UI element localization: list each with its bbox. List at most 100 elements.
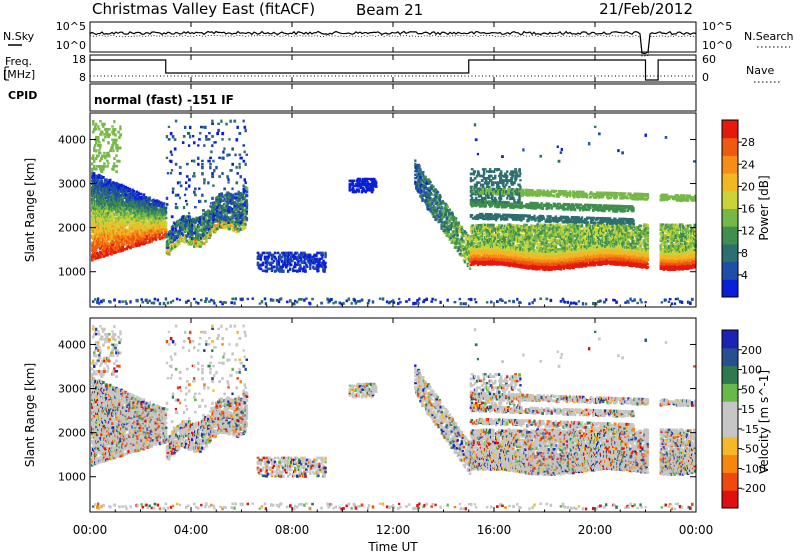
power-cell (367, 177, 371, 181)
power-cell (296, 300, 299, 304)
power-cell (334, 300, 337, 304)
power-cell (215, 217, 218, 221)
power-cell (176, 221, 180, 225)
power-cell (460, 225, 464, 229)
power-cell (122, 184, 125, 188)
power-cell (245, 153, 249, 156)
power-cell (185, 234, 189, 238)
power-cell (139, 226, 143, 230)
power-cell (123, 217, 126, 221)
power-cell (238, 153, 242, 156)
beam-label: Beam 21 (356, 1, 423, 19)
power-cell (149, 202, 153, 206)
power-cell (241, 213, 244, 218)
power-cell (102, 125, 105, 128)
power-cell (215, 196, 218, 201)
power-cell (164, 209, 168, 213)
power-cell (136, 240, 140, 244)
power-cell (147, 200, 150, 203)
power-cell (429, 181, 432, 184)
power-cell (309, 253, 312, 257)
power-cell (186, 299, 190, 302)
power-cell (112, 182, 115, 186)
power-cell (469, 176, 472, 181)
power-cell (482, 170, 486, 174)
power-cell (166, 172, 170, 175)
power-cell (97, 297, 100, 301)
power-cell (111, 138, 114, 141)
power-cell (506, 181, 509, 185)
power-cell (477, 181, 481, 184)
power-cell (223, 147, 226, 151)
power-cell (105, 218, 108, 222)
power-cell (193, 190, 196, 194)
power-cell (103, 215, 106, 219)
power-cell (236, 125, 239, 129)
power-cell (93, 165, 96, 169)
power-cell (94, 143, 97, 147)
power-cell (461, 244, 464, 248)
power-cell (136, 213, 140, 217)
power-cell (199, 199, 202, 203)
power-cell (485, 301, 489, 304)
power-cell (222, 156, 225, 160)
power-cell (178, 298, 182, 302)
power-cell (117, 243, 120, 246)
power-cell (197, 229, 200, 232)
power-cell (129, 209, 133, 213)
power-cell (163, 213, 167, 216)
power-cell (264, 302, 268, 306)
power-cell (144, 196, 148, 199)
power-cell (474, 138, 478, 142)
power-cell (94, 178, 97, 182)
power-cell (281, 261, 285, 264)
power-cell (232, 209, 236, 214)
power-cell (117, 221, 120, 224)
power-cell (173, 238, 177, 242)
power-cell (215, 165, 218, 170)
power-cell (256, 251, 260, 254)
power-cell (178, 234, 182, 237)
power-cell (199, 235, 202, 238)
power-cell (106, 213, 109, 216)
power-cell (424, 184, 427, 188)
power-cell (221, 138, 224, 141)
power-cell (197, 144, 200, 147)
power-cell (148, 299, 151, 303)
power-cell (153, 213, 157, 217)
power-cell (245, 208, 249, 211)
power-cell (195, 227, 198, 231)
power-cell (487, 196, 491, 200)
power-cell (165, 135, 169, 139)
power-cell (222, 216, 225, 221)
power-cell (369, 177, 373, 182)
power-cell (183, 193, 187, 197)
power-cell (109, 178, 112, 182)
power-cell (165, 156, 169, 160)
power-cell (100, 201, 103, 206)
power-cell (153, 221, 157, 225)
power-cell (231, 213, 235, 216)
power-cell (153, 297, 157, 301)
power-cell (305, 263, 308, 266)
power-cell (121, 235, 124, 238)
power-cell (172, 242, 176, 246)
power-cell (220, 225, 224, 229)
power-cell (271, 298, 275, 302)
power-cell (236, 213, 240, 218)
power-cell (446, 205, 449, 209)
power-cell (110, 200, 113, 204)
power-cell (238, 199, 241, 202)
power-cell (174, 193, 178, 197)
power-cell (189, 218, 193, 222)
power-cell (266, 267, 270, 271)
power-cell (207, 209, 210, 212)
power-cell (235, 212, 238, 215)
power-cell (205, 236, 208, 240)
power-cell (104, 245, 107, 249)
power-cell (96, 300, 99, 304)
power-cell (205, 138, 208, 141)
power-cell (96, 177, 99, 181)
power-cell (156, 202, 160, 205)
power-cell (231, 193, 235, 197)
